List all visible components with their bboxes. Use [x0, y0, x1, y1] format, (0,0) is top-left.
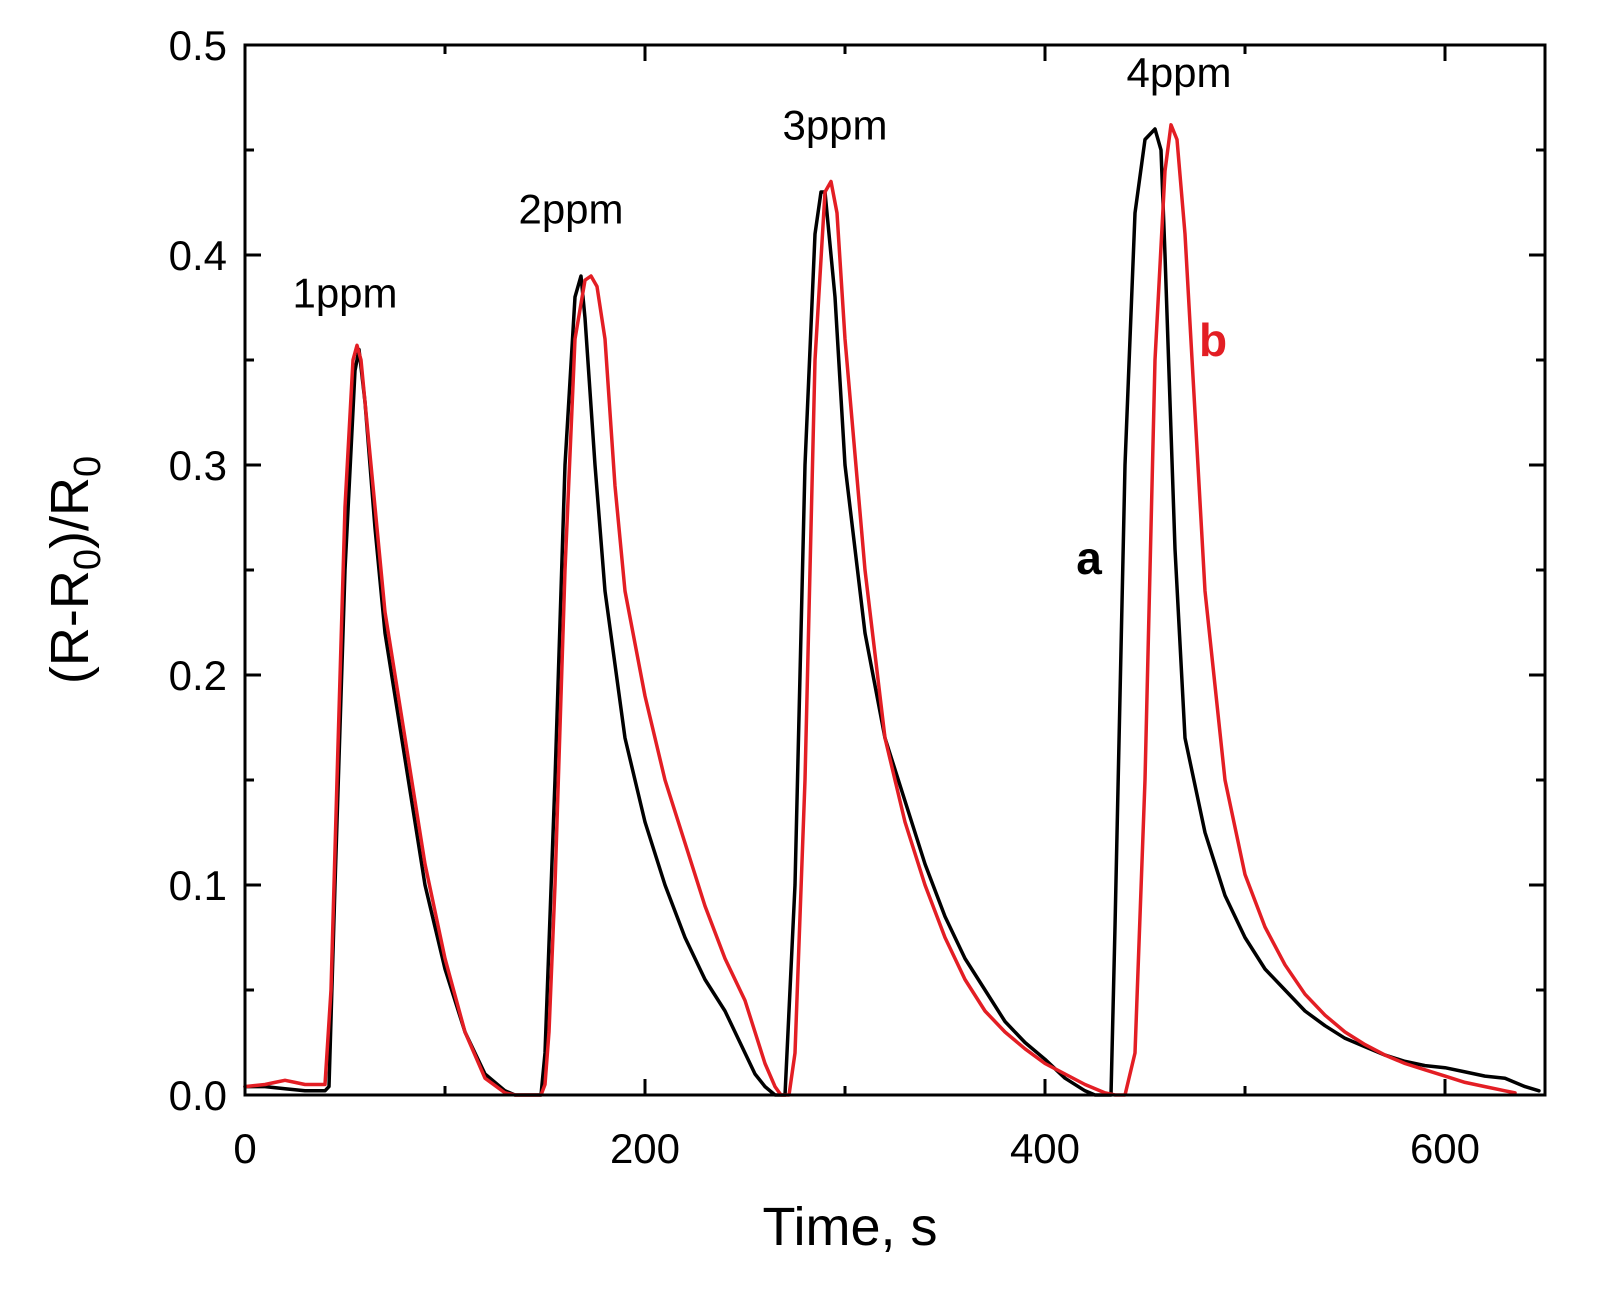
- x-axis-title: Time, s: [763, 1197, 938, 1257]
- peak-label: 1ppm: [292, 270, 397, 317]
- y-axis-title-part: )/R: [40, 477, 100, 549]
- y-axis-title: (R-R0)/R0: [40, 456, 109, 684]
- annotations: 1ppm 2ppm 3ppm 4ppm a b: [292, 49, 1231, 584]
- y-tick-label: 0.5: [169, 22, 227, 69]
- y-tick-label: 0.2: [169, 652, 227, 699]
- y-axis-title-subscript: 0: [67, 456, 109, 477]
- axes: 0 200 400 600 0.0 0.1 0.2 0.3 0.4 0.5: [169, 22, 1545, 1172]
- plot-frame: [243, 43, 1547, 1097]
- series-label-a: a: [1076, 532, 1102, 584]
- y-tick-label: 0.0: [169, 1072, 227, 1119]
- y-tick-label: 0.3: [169, 442, 227, 489]
- y-tick-label: 0.1: [169, 862, 227, 909]
- peak-label: 2ppm: [518, 186, 623, 233]
- series-line-a: [243, 127, 1541, 1097]
- peak-label: 4ppm: [1126, 49, 1231, 96]
- x-tick-label: 600: [1410, 1125, 1480, 1172]
- series-label-b: b: [1199, 314, 1227, 366]
- y-axis-title-part: (R-R: [40, 570, 100, 684]
- x-tick-label: 400: [1010, 1125, 1080, 1172]
- y-tick-label: 0.4: [169, 232, 227, 279]
- peak-label: 3ppm: [782, 102, 887, 149]
- y-axis-title-subscript: 0: [67, 549, 109, 570]
- x-tick-label: 0: [233, 1125, 256, 1172]
- x-tick-label: 200: [610, 1125, 680, 1172]
